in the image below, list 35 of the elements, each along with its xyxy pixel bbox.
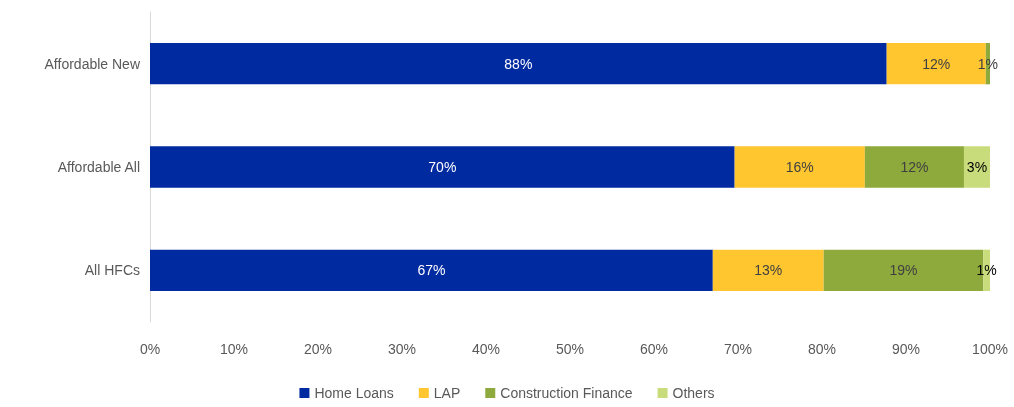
bar <box>150 146 735 188</box>
data-label: 19% <box>889 262 918 279</box>
x-tick-label: 50% <box>555 341 585 357</box>
data-label: 67% <box>417 262 446 279</box>
data-label: 70% <box>428 159 457 175</box>
data-label: 13% <box>754 262 783 279</box>
bar <box>150 249 713 291</box>
x-tick-label: 30% <box>387 341 417 357</box>
x-tick-label: 60% <box>639 341 669 357</box>
data-label: 1% <box>977 55 999 72</box>
legend-label: Construction Finance <box>500 385 633 401</box>
data-label: 12% <box>900 159 929 175</box>
data-label: 16% <box>785 159 814 175</box>
x-tick-label: 20% <box>303 341 333 357</box>
bar <box>963 146 990 188</box>
x-tick-label: 40% <box>471 341 501 357</box>
x-tick-label: 10% <box>219 341 249 357</box>
legend-label: LAP <box>433 385 461 401</box>
x-tick-label: 0% <box>139 341 161 357</box>
data-label: 88% <box>504 55 533 72</box>
x-tick-label: 90% <box>891 341 921 357</box>
bar <box>864 146 964 188</box>
y-tick-label: All HFCs <box>84 262 140 279</box>
bar <box>712 249 824 291</box>
data-label: 3% <box>966 159 988 175</box>
bar <box>150 43 887 85</box>
y-tick-label: Affordable All <box>57 159 140 175</box>
data-label: 12% <box>922 55 951 72</box>
x-tick-label: 80% <box>807 341 837 357</box>
legend-label: Others <box>672 385 715 401</box>
x-tick-label: 100% <box>972 341 1008 357</box>
bar <box>734 146 865 188</box>
y-tick-label: Affordable New <box>44 55 141 72</box>
legend-label: Home Loans <box>314 385 394 401</box>
x-tick-label: 70% <box>723 341 753 357</box>
